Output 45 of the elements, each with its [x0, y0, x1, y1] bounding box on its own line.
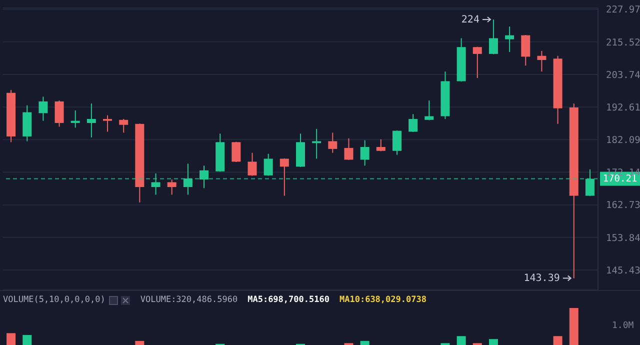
candlestick — [167, 178, 176, 196]
chart-title: VOLUME(5,10,0,0,0,0) — [3, 295, 106, 305]
bar — [456, 336, 466, 345]
bar — [135, 340, 144, 345]
text: 1.0M — [612, 321, 634, 331]
candlestick — [521, 34, 530, 66]
candlestick — [280, 158, 289, 196]
text: MA5:698,700.5160 — [248, 295, 330, 305]
annotation: 143.39 — [524, 272, 560, 284]
y-tick-label: 162.73 — [606, 200, 640, 212]
candlestick — [312, 128, 322, 160]
candlestick — [344, 138, 354, 161]
bar — [22, 335, 32, 345]
bar — [553, 336, 562, 345]
candlestick — [70, 110, 80, 128]
bar — [569, 308, 578, 345]
text: MA10:638,029.0738 — [339, 295, 426, 305]
bar — [360, 340, 370, 345]
candlestick — [86, 103, 96, 138]
y-tick-label: 203.74 — [606, 70, 640, 81]
y-tick-label: 192.61 — [606, 102, 640, 114]
candlestick — [232, 141, 241, 163]
candlestick — [54, 100, 64, 128]
candlestick — [392, 130, 402, 156]
y-tick-label: 227.97 — [606, 4, 640, 16]
annotation: 224 — [461, 14, 480, 26]
candlestick — [248, 152, 257, 176]
text: VOLUME:320,486.5960 — [140, 295, 238, 305]
y-tick-label: 145.43 — [606, 265, 640, 276]
y-tick-label: 153.84 — [606, 232, 640, 244]
candlestick — [360, 140, 370, 166]
y-tick-label: 215.52 — [606, 37, 640, 48]
candlestick — [103, 114, 112, 132]
bar — [488, 339, 498, 345]
candlestick — [38, 96, 48, 122]
candlestick — [424, 100, 434, 121]
candlestick — [119, 118, 128, 134]
bar — [6, 333, 16, 345]
candlestick — [505, 26, 514, 53]
candlestick — [408, 114, 418, 133]
candlestick — [264, 153, 273, 176]
y-tick-label: 182.09 — [606, 135, 640, 146]
candlestick — [472, 46, 482, 79]
candlestick — [328, 132, 338, 154]
candlestick — [537, 50, 546, 72]
